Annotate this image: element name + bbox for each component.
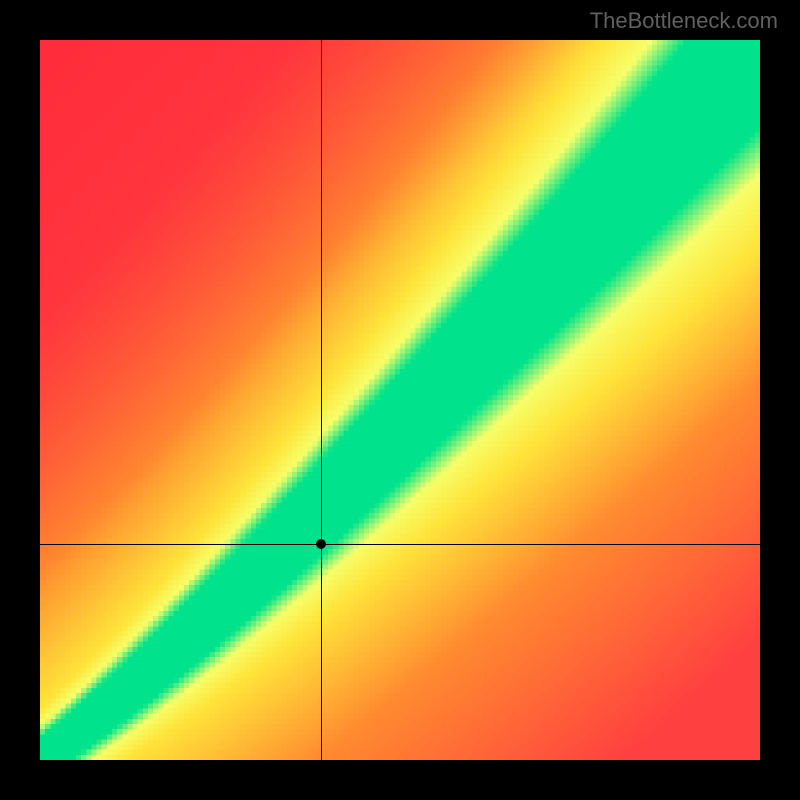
crosshair-vertical bbox=[321, 40, 322, 760]
crosshair-horizontal bbox=[40, 544, 760, 545]
bottleneck-heatmap bbox=[40, 40, 760, 760]
watermark-text: TheBottleneck.com bbox=[590, 8, 778, 34]
marker-dot bbox=[316, 539, 326, 549]
heatmap-canvas bbox=[40, 40, 760, 760]
